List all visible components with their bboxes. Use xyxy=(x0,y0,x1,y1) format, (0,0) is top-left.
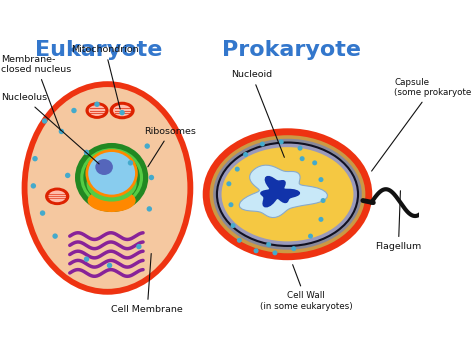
Ellipse shape xyxy=(319,177,323,182)
Ellipse shape xyxy=(84,150,89,155)
Ellipse shape xyxy=(95,159,113,175)
Text: Mitochondrion: Mitochondrion xyxy=(72,45,139,109)
Ellipse shape xyxy=(45,187,69,205)
Ellipse shape xyxy=(149,175,154,180)
Ellipse shape xyxy=(119,110,125,115)
Ellipse shape xyxy=(254,248,259,253)
Ellipse shape xyxy=(136,244,142,249)
Ellipse shape xyxy=(87,166,137,202)
Ellipse shape xyxy=(75,143,148,212)
Ellipse shape xyxy=(88,189,136,212)
Text: Membrane-
closed nucleus: Membrane- closed nucleus xyxy=(0,55,71,130)
Ellipse shape xyxy=(312,160,317,165)
Ellipse shape xyxy=(89,105,105,116)
Text: Flagellum: Flagellum xyxy=(375,191,421,251)
Text: Prokaryote: Prokaryote xyxy=(222,40,361,60)
Ellipse shape xyxy=(235,166,240,171)
Text: Ribosomes: Ribosomes xyxy=(144,127,196,167)
Ellipse shape xyxy=(27,87,187,289)
Ellipse shape xyxy=(308,234,313,239)
Ellipse shape xyxy=(88,152,135,195)
Ellipse shape xyxy=(279,140,284,144)
Ellipse shape xyxy=(230,223,236,228)
Ellipse shape xyxy=(221,147,354,241)
Ellipse shape xyxy=(59,129,64,134)
Ellipse shape xyxy=(218,143,357,245)
Ellipse shape xyxy=(291,246,296,251)
Ellipse shape xyxy=(42,118,47,124)
Ellipse shape xyxy=(146,206,152,212)
Text: Nucleolus: Nucleolus xyxy=(1,93,99,164)
Ellipse shape xyxy=(203,128,372,260)
Text: Eukaryote: Eukaryote xyxy=(36,40,163,60)
Ellipse shape xyxy=(31,183,36,189)
Ellipse shape xyxy=(227,181,231,186)
Ellipse shape xyxy=(94,102,100,107)
Ellipse shape xyxy=(107,263,112,268)
Ellipse shape xyxy=(213,139,362,250)
Ellipse shape xyxy=(128,160,133,165)
Ellipse shape xyxy=(22,81,193,295)
Ellipse shape xyxy=(80,148,143,207)
Text: Cell Membrane: Cell Membrane xyxy=(111,253,183,314)
Ellipse shape xyxy=(85,102,109,119)
Ellipse shape xyxy=(48,191,66,202)
Text: Capsule
(some prokaryote: Capsule (some prokaryote xyxy=(372,78,472,171)
Text: Nucleoid: Nucleoid xyxy=(231,70,284,157)
Ellipse shape xyxy=(237,238,242,243)
Ellipse shape xyxy=(228,202,234,207)
Ellipse shape xyxy=(109,102,135,119)
Ellipse shape xyxy=(260,142,265,147)
Ellipse shape xyxy=(85,149,138,197)
Ellipse shape xyxy=(84,256,89,262)
Ellipse shape xyxy=(298,146,302,151)
Ellipse shape xyxy=(210,135,365,253)
Ellipse shape xyxy=(216,142,359,247)
Polygon shape xyxy=(239,165,328,218)
Ellipse shape xyxy=(71,108,77,113)
Ellipse shape xyxy=(266,242,271,247)
Polygon shape xyxy=(260,176,300,207)
Ellipse shape xyxy=(83,151,140,204)
Text: Cell Wall
(in some eukaryotes): Cell Wall (in some eukaryotes) xyxy=(260,265,353,311)
Ellipse shape xyxy=(319,217,323,222)
Ellipse shape xyxy=(32,156,38,162)
Ellipse shape xyxy=(320,198,326,203)
Ellipse shape xyxy=(113,105,131,116)
Ellipse shape xyxy=(273,250,277,255)
Ellipse shape xyxy=(300,156,305,161)
Ellipse shape xyxy=(65,173,71,178)
Ellipse shape xyxy=(40,211,46,216)
Ellipse shape xyxy=(243,152,248,157)
Ellipse shape xyxy=(145,143,150,149)
Ellipse shape xyxy=(53,233,58,239)
